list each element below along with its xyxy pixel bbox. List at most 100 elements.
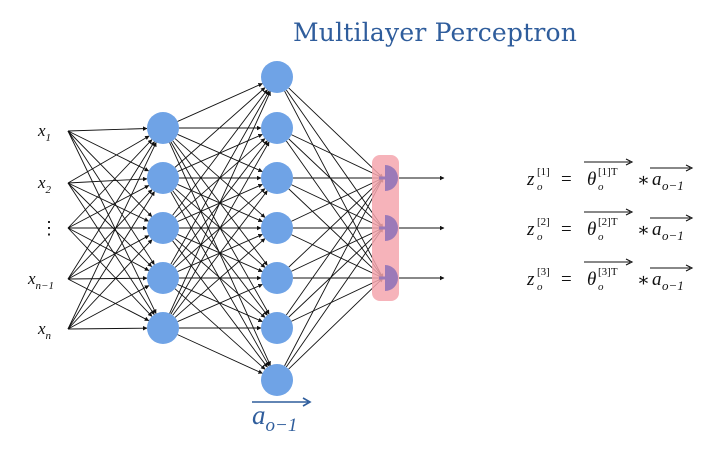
edge-h2-1-out-1 [288, 138, 384, 229]
edge-in-2-h1-0 [67, 139, 153, 229]
hidden2-node-1 [261, 112, 293, 144]
hidden1-node-1 [147, 162, 179, 194]
eq-lhs-sup: [2] [537, 216, 550, 228]
neurons [147, 61, 398, 396]
edge-h2-3-out-2 [291, 234, 384, 279]
diagram-title: Multilayer Perceptron [293, 18, 578, 47]
eq-theta-sub: o [598, 281, 604, 293]
edge-in-1-h1-3 [67, 182, 153, 268]
edge-h2-1-out-2 [285, 140, 384, 279]
hidden2-node-5 [261, 312, 293, 344]
edge-in-0-h1-1 [67, 130, 150, 172]
edge-in-2-h1-4 [67, 227, 153, 317]
eq-operator: ∗ [637, 170, 650, 191]
input-label-1: x2 [37, 173, 52, 196]
edge-in-4-h1-4 [67, 325, 148, 331]
edge-h2-6-out-1 [285, 227, 384, 368]
eq-equals: = [561, 269, 572, 290]
edge-h1-1-h2-6 [170, 191, 270, 367]
edge-h2-4-out-1 [291, 227, 384, 272]
edge-in-1-h1-0 [67, 135, 150, 184]
hidden2-node-3 [261, 212, 293, 244]
edge-h2-0-out-1 [285, 89, 384, 229]
eq-a: a [652, 269, 662, 290]
edge-in-3-h1-0 [67, 141, 155, 280]
edge-h1-4-h2-1 [170, 141, 270, 315]
eq-equals: = [561, 219, 572, 240]
input-label-ellipsis: ⋮ [40, 218, 58, 238]
output-node-2 [385, 265, 398, 291]
edge-h2-5-out-0 [285, 177, 384, 316]
eq-theta-arrowhead [625, 208, 634, 216]
eq-theta: θ [587, 269, 596, 290]
eq-theta-sup: [3]T [598, 266, 618, 278]
edge-h2-2-out-1 [291, 184, 384, 229]
hidden2-node-4 [261, 262, 293, 294]
edge-in-1-h1-4 [67, 182, 155, 315]
eq-a-arrowhead [685, 164, 694, 172]
equations: z [1]o = θ [1]To ∗ a o−1z [2]o = θ [2]To ∗ a o−1z [3]o =… [526, 158, 694, 293]
eq-a-arrowhead [685, 264, 694, 272]
input-label-3: xn−1 [27, 269, 54, 292]
eq-a: a [652, 219, 662, 240]
eq-theta-sub: o [598, 231, 604, 243]
eq-lhs-sup: [3] [537, 266, 550, 278]
eq-a: a [652, 169, 662, 190]
edge-h2-5-out-1 [288, 227, 384, 318]
eq-a-sub: o−1 [662, 278, 684, 293]
eq-a-arrowhead [685, 214, 694, 222]
input-label-0: x1 [37, 121, 51, 144]
edge-in-0-h1-3 [67, 130, 155, 265]
edge-h1-0-h2-0 [177, 83, 263, 122]
eq-theta-arrowhead [625, 158, 634, 166]
activation-vector-label: ao−1 [252, 397, 312, 436]
equation-3: z [3] o = θ [3]T o ∗ a o−1 [526, 258, 694, 293]
eq-theta: θ [587, 169, 596, 190]
input-label-4: xn [37, 319, 52, 342]
edge-in-0-h1-4 [67, 130, 157, 314]
edge-h1-3-h2-0 [170, 90, 270, 265]
edge-h2-2-out-2 [288, 188, 384, 279]
eq-a-sub: o−1 [662, 178, 684, 193]
edge-in-4-h1-1 [67, 191, 155, 330]
eq-lhs: z [526, 219, 535, 240]
equation-1: z [1] o = θ [1]T o ∗ a o−1 [526, 158, 694, 193]
output-node-1 [385, 215, 398, 241]
eq-equals: = [561, 169, 572, 190]
activation-vector-arrowhead [302, 397, 312, 407]
hidden1-node-4 [147, 312, 179, 344]
edge-h1-4-h2-0 [169, 91, 271, 314]
edge-h2-0-out-0 [288, 87, 384, 179]
edge-in-1-h1-1 [67, 176, 148, 184]
edge-in-3-h1-3 [67, 275, 148, 281]
eq-theta-sup: [2]T [598, 216, 618, 228]
eq-lhs: z [526, 169, 535, 190]
hidden2-node-6 [261, 364, 293, 396]
equation-2: z [2] o = θ [2]T o ∗ a o−1 [526, 208, 694, 243]
edge-h1-3-h2-6 [174, 288, 266, 370]
edge-h1-4-h2-6 [177, 334, 263, 374]
hidden2-node-0 [261, 61, 293, 93]
edge-h2-6-out-2 [288, 277, 384, 370]
edge-h1-4-h2-2 [172, 190, 268, 316]
eq-theta-arrowhead [625, 258, 634, 266]
activation-vector-text: ao−1 [252, 400, 297, 436]
edge-in-4-h1-2 [67, 239, 153, 330]
eq-operator: ∗ [637, 270, 650, 291]
edge-h2-1-out-0 [291, 134, 384, 179]
edge-h2-5-out-2 [291, 277, 384, 322]
edge-in-4-h1-0 [67, 142, 157, 330]
eq-operator: ∗ [637, 220, 650, 241]
edge-in-2-h1-3 [67, 227, 150, 271]
hidden2-node-2 [261, 162, 293, 194]
edge-h1-1-h2-0 [174, 87, 266, 168]
eq-lhs-sub: o [537, 281, 543, 293]
edge-h1-0-h2-6 [169, 142, 271, 366]
edge-h1-4-h2-3 [174, 238, 266, 318]
eq-lhs-sup: [1] [537, 166, 550, 178]
edge-h1-2-h2-0 [172, 89, 268, 216]
input-labels: x1 x2 ⋮ xn−1 xn [27, 121, 58, 342]
eq-theta-sup: [1]T [598, 166, 618, 178]
edge-in-1-h1-2 [67, 182, 149, 222]
